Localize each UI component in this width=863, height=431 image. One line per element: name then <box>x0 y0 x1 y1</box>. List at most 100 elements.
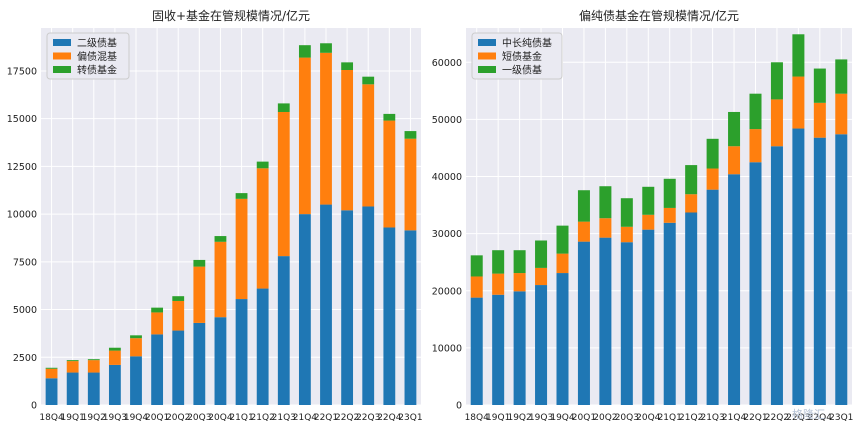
bar-segment-偏债混基 <box>298 57 311 215</box>
x-tick-label: 20Q4 <box>208 413 233 423</box>
bar-segment-一级债基 <box>685 165 698 195</box>
x-tick-labels: 18Q419Q119Q219Q319Q420Q120Q220Q320Q421Q1… <box>465 413 854 423</box>
legend-label: 一级债基 <box>502 64 542 77</box>
bar-segment-中长纯债基 <box>577 241 590 405</box>
bar-segment-短债基金 <box>792 76 805 129</box>
bar-segment-二级债基 <box>298 214 311 405</box>
bar-segment-中长纯债基 <box>492 294 505 405</box>
x-tick-label: 22Q4 <box>377 413 402 423</box>
chart-title: 偏纯债基金在管规模情况/亿元 <box>579 8 739 23</box>
bar-segment-二级债基 <box>130 356 142 405</box>
bar-segment-偏债混基 <box>108 350 121 365</box>
bar-segment-转债基金 <box>66 360 79 362</box>
bar-segment-转债基金 <box>362 76 375 85</box>
bar-segment-一级债基 <box>663 178 676 208</box>
y-tick-label: 0 <box>31 401 37 412</box>
bar-segment-偏债混基 <box>151 312 164 335</box>
bar-segment-转债基金 <box>341 62 354 70</box>
x-tick-label: 21Q4 <box>722 413 747 423</box>
bar-segment-转债基金 <box>256 161 269 169</box>
bar-segment-短债基金 <box>599 218 612 238</box>
bar-segment-偏债混基 <box>277 111 290 257</box>
x-tick-label: 22Q1 <box>314 413 338 423</box>
x-tick-label: 21Q2 <box>251 413 275 423</box>
x-tick-label: 22Q1 <box>743 413 767 423</box>
x-tick-label: 22Q2 <box>765 413 789 423</box>
watermark-text: 格隆汇 <box>792 407 825 421</box>
x-tick-label: 20Q1 <box>145 413 169 423</box>
bar-segment-一级债基 <box>492 250 505 274</box>
bar-segment-偏债混基 <box>66 361 79 373</box>
bar-segment-二级债基 <box>362 206 375 405</box>
bar-segment-中长纯债基 <box>813 137 826 405</box>
bar-segment-一级债基 <box>620 198 633 227</box>
bar-segment-中长纯债基 <box>728 174 741 405</box>
y-tick-label: 60000 <box>432 58 462 69</box>
bar-segment-二级债基 <box>235 299 248 405</box>
bar-segment-偏债混基 <box>404 138 417 231</box>
bar-segment-中长纯债基 <box>770 146 783 405</box>
x-tick-label: 18Q4 <box>39 413 64 423</box>
bar-segment-中长纯债基 <box>749 162 762 405</box>
bar-segment-中长纯债基 <box>685 212 698 405</box>
x-tick-label: 19Q2 <box>507 413 531 423</box>
bar-segment-转债基金 <box>298 45 311 58</box>
y-tick-label: 10000 <box>7 210 37 221</box>
bar-segment-一级债基 <box>577 190 590 222</box>
legend-swatch <box>53 66 71 73</box>
bar-segment-二级债基 <box>151 334 164 405</box>
legend: 二级债基 偏债混基 转债基金 <box>46 32 130 80</box>
bar-segment-二级债基 <box>404 230 417 405</box>
bar-segment-短债基金 <box>513 273 526 292</box>
x-tick-label: 19Q1 <box>486 413 510 423</box>
bar-segment-转债基金 <box>404 131 417 139</box>
x-tick-label: 19Q3 <box>529 413 553 423</box>
bar-segment-中长纯债基 <box>556 273 569 405</box>
bar-segment-一级债基 <box>642 186 655 215</box>
legend-label: 转债基金 <box>77 64 117 77</box>
y-tick-label: 40000 <box>432 172 462 183</box>
y-tick-labels: 0 10000 20000 30000 40000 50000 60000 <box>432 58 462 412</box>
bar-segment-偏债混基 <box>256 168 269 289</box>
bar-segment-一级债基 <box>835 59 848 94</box>
bar-segment-短债基金 <box>663 207 676 223</box>
bar-segment-转债基金 <box>214 236 227 242</box>
x-tick-labels: 18Q419Q119Q219Q319Q420Q120Q220Q320Q421Q1… <box>39 413 422 423</box>
legend-swatch <box>53 39 71 46</box>
bar-segment-一级债基 <box>535 240 548 268</box>
bar-segment-中长纯债基 <box>792 128 805 406</box>
bar-segment-偏债混基 <box>341 69 354 211</box>
plot-area-background <box>41 28 421 405</box>
bar-segment-偏债混基 <box>362 84 375 207</box>
legend-swatch <box>53 52 71 60</box>
bar-segment-短债基金 <box>706 168 719 190</box>
x-tick-label: 20Q4 <box>636 413 661 423</box>
x-tick-label: 19Q4 <box>550 413 575 423</box>
bar-segment-中长纯债基 <box>599 237 612 405</box>
x-tick-label: 19Q1 <box>61 413 85 423</box>
legend: 中长纯债基 短债基金 一级债基 <box>471 32 563 80</box>
bar-segment-中长纯债基 <box>535 285 548 405</box>
x-tick-label: 21Q1 <box>658 413 682 423</box>
bar-segment-偏债混基 <box>214 241 227 318</box>
y-tick-label: 30000 <box>432 229 462 240</box>
bar-segment-二级债基 <box>193 322 206 405</box>
legend-label: 短债基金 <box>502 50 542 63</box>
bar-segment-二级债基 <box>341 210 354 405</box>
legend-label: 偏债混基 <box>77 50 117 63</box>
bar-segment-短债基金 <box>620 226 633 243</box>
bar-segment-转债基金 <box>235 193 248 199</box>
bar-segment-短债基金 <box>685 194 698 213</box>
bar-segment-一级债基 <box>749 93 762 130</box>
bar-segment-一级债基 <box>792 34 805 77</box>
bar-segment-二级债基 <box>214 317 227 405</box>
bar-segment-短债基金 <box>728 146 741 175</box>
y-tick-label: 10000 <box>432 343 462 354</box>
bar-segment-中长纯债基 <box>663 222 676 405</box>
bar-segment-转债基金 <box>45 367 58 369</box>
bar-segment-二级债基 <box>87 372 100 405</box>
bar-segment-中长纯债基 <box>470 297 483 405</box>
y-tick-label: 17500 <box>7 66 37 77</box>
x-tick-label: 20Q3 <box>615 413 639 423</box>
bar-segment-偏债混基 <box>87 360 100 373</box>
